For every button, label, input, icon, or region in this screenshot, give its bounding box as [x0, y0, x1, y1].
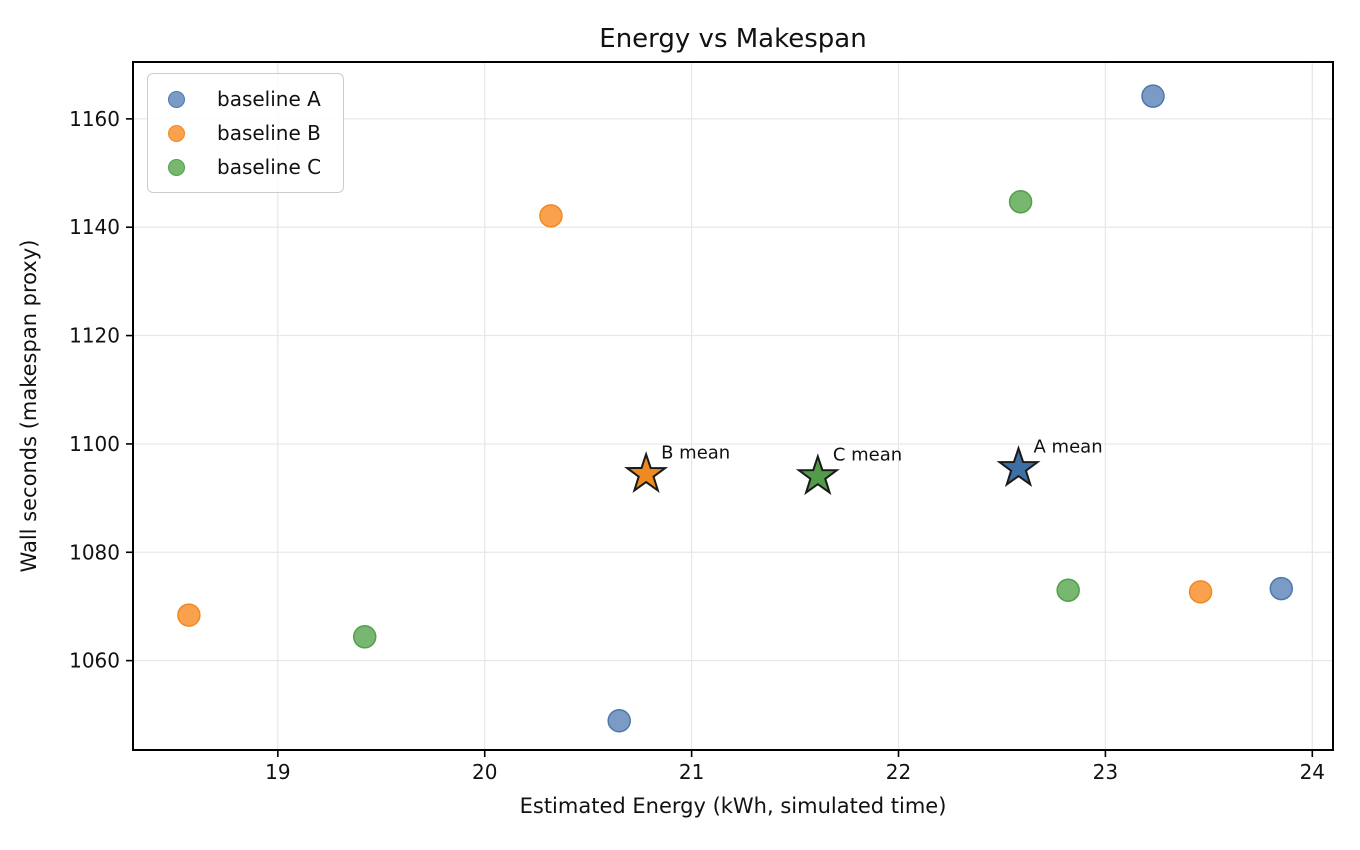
- baseline-a-marker-icon: [168, 90, 185, 108]
- x-tick-label: 24: [1300, 760, 1325, 784]
- legend-label: baseline C: [217, 155, 322, 179]
- y-tick-label: 1060: [69, 649, 120, 673]
- x-tick-label: 20: [472, 760, 497, 784]
- axes-spines: [132, 61, 1334, 751]
- data-point-baseline-a: [1269, 576, 1294, 601]
- x-tick-label: 19: [265, 760, 290, 784]
- mean-annotation: A mean: [1034, 436, 1103, 457]
- x-tick-label: 23: [1093, 760, 1118, 784]
- y-tick-label: 1120: [69, 324, 120, 348]
- y-tick-label: 1080: [69, 540, 120, 564]
- data-point-baseline-b: [539, 204, 563, 228]
- data-point-baseline-b: [177, 603, 201, 627]
- baseline-c-marker-icon: [168, 158, 185, 176]
- data-point-baseline-b: [1188, 580, 1213, 604]
- mean-star-baseline-c: [795, 453, 840, 496]
- data-point-baseline-a: [1141, 84, 1165, 108]
- legend: baseline A baseline B baseline C: [147, 73, 345, 193]
- legend-item-baseline-b: baseline B: [168, 116, 321, 150]
- data-point-baseline-c: [352, 625, 377, 649]
- baseline-b-marker-icon: [168, 124, 185, 142]
- y-axis-label: Wall seconds (makespan proxy): [17, 239, 41, 573]
- mean-star-baseline-a: [996, 445, 1041, 488]
- x-axis-label: Estimated Energy (kWh, simulated time): [519, 794, 947, 818]
- data-point-baseline-c: [1008, 190, 1033, 214]
- legend-item-baseline-c: baseline C: [168, 150, 321, 184]
- mean-star-baseline-b: [624, 451, 669, 493]
- legend-label: baseline B: [217, 121, 321, 145]
- legend-label: baseline A: [217, 87, 321, 111]
- data-point-baseline-c: [1056, 578, 1080, 602]
- mean-annotation: B mean: [661, 442, 730, 463]
- legend-item-baseline-a: baseline A: [168, 82, 321, 116]
- x-tick-label: 22: [886, 760, 911, 784]
- data-point-baseline-a: [607, 708, 631, 733]
- y-tick-label: 1160: [69, 107, 120, 131]
- chart-title: Energy vs Makespan: [599, 24, 867, 54]
- y-tick-label: 1140: [69, 215, 120, 239]
- mean-annotation: C mean: [833, 444, 902, 465]
- y-tick-label: 1100: [69, 432, 120, 456]
- x-tick-label: 21: [679, 760, 704, 784]
